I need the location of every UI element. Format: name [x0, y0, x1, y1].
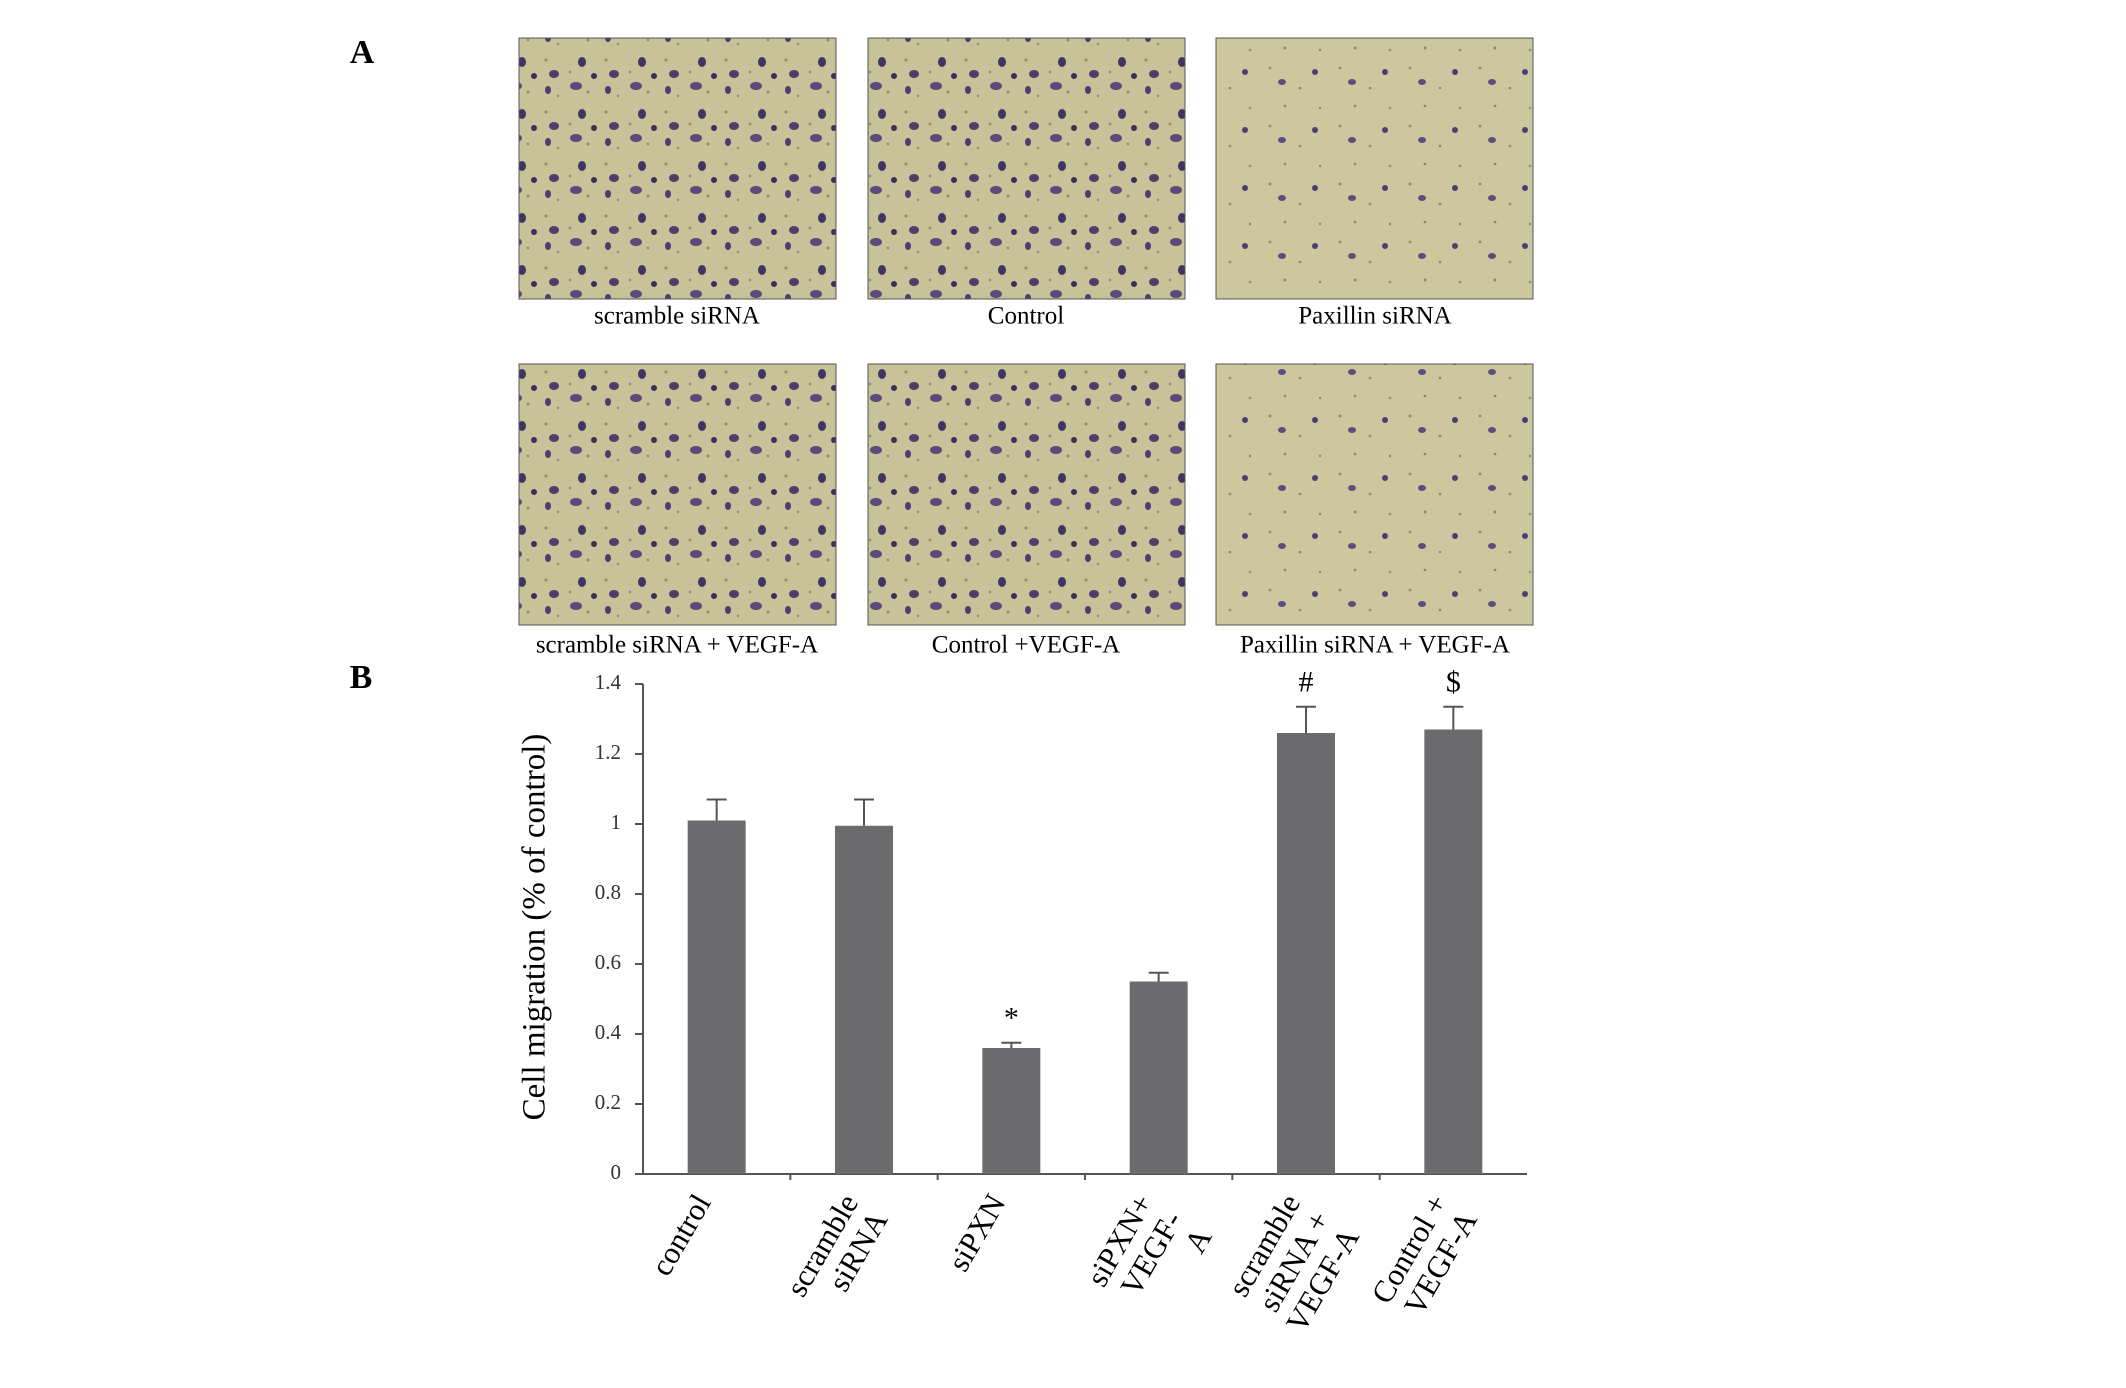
bar: [1424, 729, 1483, 1174]
error-bar: [1443, 705, 1464, 730]
significance-mark: #: [1299, 666, 1314, 699]
y-tick-label: 0.8: [595, 880, 621, 904]
caption: Control +VEGF-A: [932, 632, 1120, 659]
error-bar: [854, 798, 874, 826]
y-tick-label: 1.2: [595, 740, 621, 764]
micrograph: [867, 37, 1186, 300]
caption: scramble siRNA + VEGF-A: [536, 632, 818, 659]
error-bar: [1001, 1041, 1022, 1048]
error-bar: [1296, 705, 1316, 733]
y-axis-label: Cell migration (% of control): [517, 734, 553, 1121]
x-tick-label: scramblesiRNA +VEGF-A: [1220, 1187, 1366, 1337]
caption: scramble siRNA: [594, 303, 760, 330]
x-tick-label: Control +VEGF-A: [1364, 1187, 1484, 1326]
bar: [835, 825, 893, 1174]
y-tick-label: 0.6: [595, 950, 621, 974]
error-bar: [706, 798, 727, 821]
y-tick-label: 0.4: [595, 1020, 622, 1044]
error-bar: [1148, 971, 1169, 982]
bar: [1129, 981, 1188, 1174]
panel-label: A: [350, 34, 375, 71]
micrograph: [518, 363, 837, 626]
y-tick-label: 0.2: [595, 1090, 621, 1114]
micrograph: [867, 363, 1186, 626]
panel-label: B: [350, 659, 373, 696]
y-tick-label: 1.4: [595, 670, 622, 694]
micrograph: [518, 37, 837, 300]
y-tick-label: 0: [611, 1160, 622, 1184]
caption: Paxillin siRNA: [1298, 303, 1452, 330]
x-tick-label: control: [644, 1188, 718, 1282]
caption: Paxillin siRNA + VEGF-A: [1240, 632, 1510, 659]
significance-mark: *: [1004, 1002, 1019, 1035]
y-tick-label: 1: [611, 810, 622, 834]
bar: [687, 820, 746, 1174]
bar: [982, 1048, 1041, 1174]
micrograph: [1215, 363, 1534, 626]
x-tick-label: scramblesiRNA: [779, 1187, 895, 1319]
x-tick-label: siPXN+VEGF-A: [1079, 1187, 1219, 1326]
bar: [1277, 733, 1335, 1174]
micrograph: [1215, 37, 1534, 300]
x-tick-label-line: control: [644, 1188, 718, 1282]
caption: Control: [988, 303, 1064, 330]
significance-mark: $: [1446, 666, 1461, 699]
x-tick-label: siPXN: [941, 1188, 1013, 1277]
x-tick-label-line: siPXN: [941, 1188, 1013, 1277]
